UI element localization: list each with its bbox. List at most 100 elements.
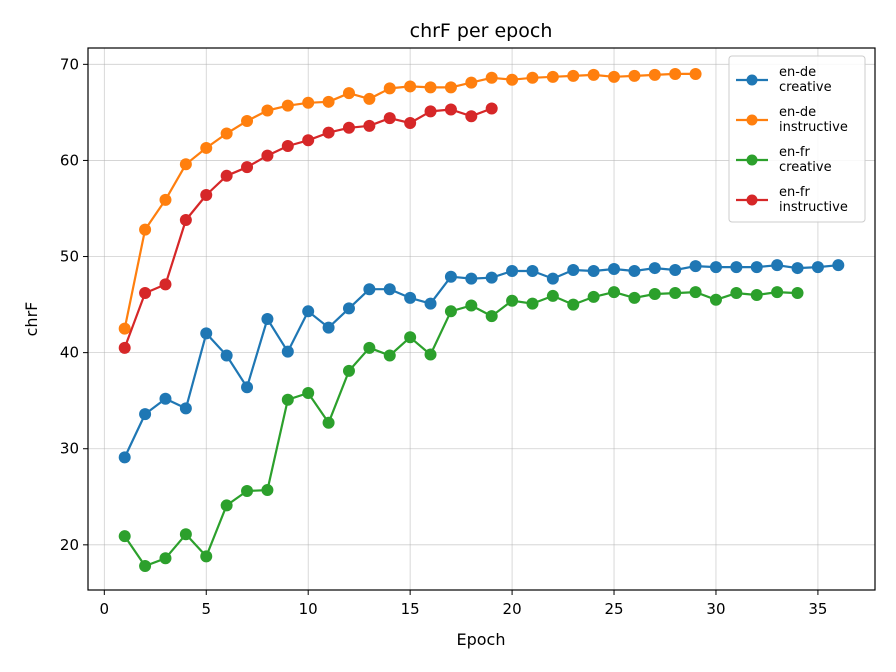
data-point — [302, 96, 315, 109]
x-tick-label: 15 — [401, 600, 420, 618]
data-point — [424, 81, 437, 94]
data-point — [444, 270, 457, 283]
data-point — [730, 261, 743, 274]
y-axis-label: chrF — [22, 302, 41, 337]
data-point — [791, 287, 804, 300]
data-point — [118, 530, 131, 543]
data-point — [383, 82, 396, 95]
data-point — [506, 73, 519, 86]
data-point — [465, 76, 478, 89]
data-point — [587, 290, 600, 303]
legend-label: instructive — [779, 200, 848, 215]
data-point — [281, 345, 294, 358]
data-point — [628, 264, 641, 277]
data-point — [669, 287, 682, 300]
data-point — [404, 331, 417, 344]
data-point — [383, 283, 396, 296]
data-point — [159, 278, 172, 291]
legend-label: en-de — [779, 65, 816, 80]
data-point — [546, 272, 559, 285]
legend-swatch-marker — [746, 194, 758, 206]
x-tick-label: 35 — [808, 600, 827, 618]
data-point — [342, 121, 355, 134]
x-tick-label: 30 — [706, 600, 725, 618]
legend: en-decreativeen-deinstructiveen-frcreati… — [728, 55, 866, 223]
data-point — [444, 81, 457, 94]
data-point — [342, 302, 355, 315]
data-point — [485, 71, 498, 84]
legend-box — [728, 55, 866, 223]
data-point — [363, 283, 376, 296]
data-point — [383, 112, 396, 125]
data-point — [546, 70, 559, 83]
legend-label: instructive — [779, 120, 848, 135]
data-point — [791, 262, 804, 275]
data-point — [750, 261, 763, 274]
data-point — [628, 69, 641, 82]
x-tick-label: 5 — [201, 600, 211, 618]
chart-title: chrF per epoch — [410, 20, 553, 42]
series-en-fr-instructive — [118, 102, 498, 354]
data-point — [302, 305, 315, 318]
data-point — [444, 305, 457, 318]
plot-frame — [87, 47, 876, 591]
data-point — [322, 321, 335, 334]
y-tick-label: 50 — [60, 248, 79, 266]
data-point — [485, 102, 498, 115]
data-point — [139, 223, 152, 236]
data-point — [587, 68, 600, 81]
legend-label: en-fr — [779, 185, 811, 200]
data-point — [404, 116, 417, 129]
data-point — [241, 381, 254, 394]
x-axis-label: Epoch — [457, 630, 506, 649]
series-line — [123, 291, 798, 568]
x-tick-label: 10 — [299, 600, 318, 618]
data-point — [159, 392, 172, 405]
data-point — [322, 126, 335, 139]
x-tick-label: 25 — [604, 600, 623, 618]
data-point — [179, 158, 192, 171]
x-tick-label: 0 — [100, 600, 110, 618]
legend-label: creative — [779, 80, 832, 95]
data-point — [139, 559, 152, 572]
series-en-fr-creative — [118, 286, 804, 572]
data-point — [139, 287, 152, 300]
data-point — [648, 68, 661, 81]
data-point — [179, 402, 192, 415]
data-point — [669, 263, 682, 276]
data-point — [159, 193, 172, 206]
data-point — [709, 293, 722, 306]
data-point — [404, 80, 417, 93]
y-tick-label: 60 — [60, 151, 79, 169]
data-point — [608, 70, 621, 83]
data-point — [118, 341, 131, 354]
legend-label: en-de — [779, 105, 816, 120]
data-point — [322, 95, 335, 108]
data-point — [342, 87, 355, 100]
data-point — [506, 294, 519, 307]
data-point — [200, 327, 213, 340]
data-point — [404, 291, 417, 304]
data-point — [139, 408, 152, 421]
data-point — [220, 169, 233, 182]
data-point — [159, 552, 172, 565]
data-point — [118, 322, 131, 335]
data-point — [200, 141, 213, 154]
data-point — [485, 310, 498, 323]
data-point — [730, 287, 743, 300]
data-point — [689, 286, 702, 299]
data-point — [363, 119, 376, 132]
data-point — [261, 149, 274, 162]
data-point — [587, 264, 600, 277]
data-point — [342, 364, 355, 377]
data-point — [771, 259, 784, 272]
data-point — [200, 189, 213, 202]
data-point — [771, 286, 784, 299]
data-point — [261, 313, 274, 325]
data-point — [179, 528, 192, 541]
data-point — [424, 297, 437, 310]
series-en-de-instructive — [118, 67, 702, 335]
data-point — [506, 264, 519, 277]
